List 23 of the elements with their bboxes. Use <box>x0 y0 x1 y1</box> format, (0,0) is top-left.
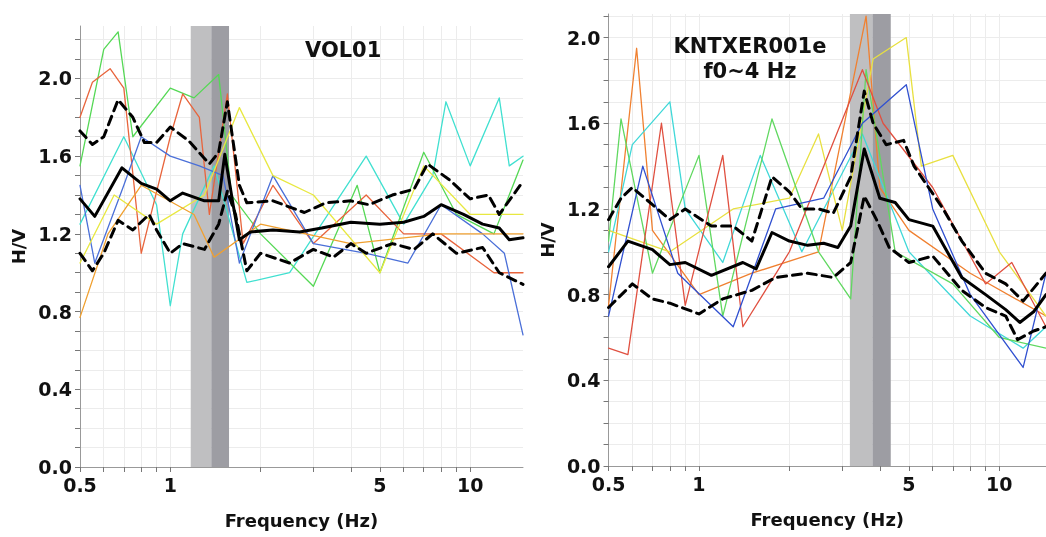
x-tick-label: 1 <box>163 473 177 496</box>
y-axis-title: H/V <box>7 228 29 265</box>
y-tick-label: 0.8 <box>38 300 72 323</box>
x-axis-title: Frequency (Hz) <box>750 508 905 530</box>
y-tick-label: 0.8 <box>566 283 601 306</box>
text: KNTXER001e <box>673 33 827 58</box>
x-tick-label: 10 <box>986 472 1013 495</box>
y-tick-label: 2.0 <box>38 67 72 90</box>
y-tick-label: 1.6 <box>566 112 601 135</box>
y-tick-label: 1.2 <box>38 222 72 245</box>
text: VOL01 <box>305 37 382 62</box>
x-tick-label: 10 <box>456 473 484 496</box>
y-tick-label: 2.0 <box>566 26 601 49</box>
x-tick-label: 1 <box>692 472 706 495</box>
y-tick-label: 1.2 <box>566 197 601 220</box>
text: f0~4 Hz <box>703 58 797 83</box>
y-axis-title: H/V <box>536 222 558 258</box>
y-tick-label: 0.4 <box>566 369 601 392</box>
y-tick-label: 1.6 <box>38 145 72 168</box>
x-tick-label: 5 <box>902 472 916 495</box>
x-tick-label: 5 <box>373 473 387 496</box>
x-axis-title: Frequency (Hz) <box>224 509 379 531</box>
y-tick-label: 0.4 <box>38 378 72 401</box>
